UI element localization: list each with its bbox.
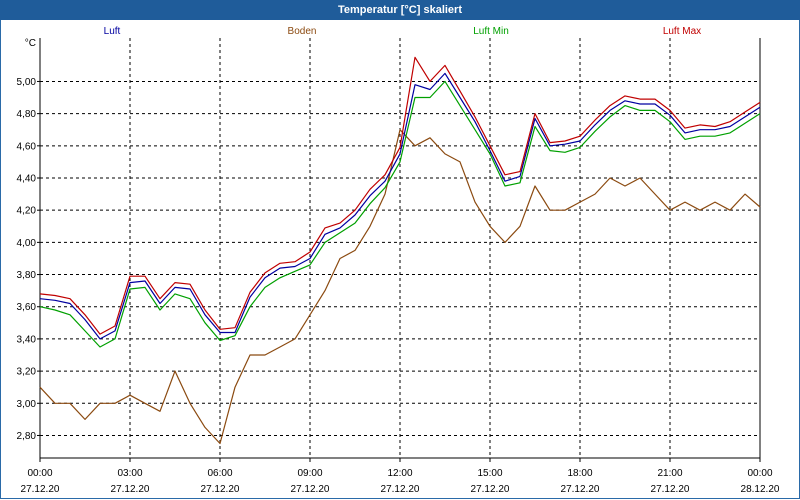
x-tick-date: 27.12.20: [291, 484, 330, 495]
legend-item-luft-max: Luft Max: [663, 26, 701, 37]
x-tick-time: 21:00: [657, 468, 682, 479]
y-tick-label: 4,80: [17, 109, 37, 120]
x-tick-date: 27.12.20: [651, 484, 690, 495]
y-tick-label: 5,00: [17, 77, 37, 88]
y-tick-label: 3,20: [17, 367, 37, 378]
y-tick-label: 4,00: [17, 238, 37, 249]
y-tick-label: 4,60: [17, 141, 37, 152]
y-tick-label: 4,40: [17, 174, 37, 185]
x-tick-time: 00:00: [27, 468, 52, 479]
x-tick-date: 27.12.20: [381, 484, 420, 495]
series-line-boden: [39, 129, 761, 445]
legend-item-luft: Luft: [104, 26, 121, 37]
x-tick-time: 18:00: [567, 468, 592, 479]
y-tick-label: 3,80: [17, 270, 37, 281]
y-tick-label: 3,60: [17, 302, 37, 313]
x-tick-date: 28.12.20: [741, 484, 780, 495]
x-tick-date: 27.12.20: [561, 484, 600, 495]
y-axis-label: °C: [25, 38, 36, 49]
legend-item-boden: Boden: [288, 26, 317, 37]
series-line-luft-min: [39, 80, 761, 348]
y-tick-label: 4,20: [17, 206, 37, 217]
grid-lines: [40, 38, 760, 458]
series-lines: [39, 56, 761, 445]
x-tick-date: 27.12.20: [111, 484, 150, 495]
axis-labels: 2,80 3,00 3,20 3,40 3,60 3,80 4,00 4,20 4,40 4,60…: [17, 38, 780, 495]
x-tick-time: 15:00: [477, 468, 502, 479]
legend: Luft Boden Luft Min Luft Max: [104, 26, 702, 37]
series-line-luft-max: [39, 56, 761, 335]
window-title: Temperatur [°C] skaliert: [0, 0, 800, 20]
y-tick-label: 3,40: [17, 334, 37, 345]
x-tick-time: 06:00: [207, 468, 232, 479]
x-tick-time: 00:00: [747, 468, 772, 479]
x-tick-time: 12:00: [387, 468, 412, 479]
x-tick-time: 03:00: [117, 468, 142, 479]
y-tick-label: 3,00: [17, 399, 37, 410]
x-tick-date: 27.12.20: [471, 484, 510, 495]
x-tick-date: 27.12.20: [21, 484, 60, 495]
y-tick-label: 2,80: [17, 431, 37, 442]
series-line-luft: [39, 72, 761, 340]
legend-item-luft-min: Luft Min: [473, 26, 509, 37]
x-tick-date: 27.12.20: [201, 484, 240, 495]
x-tick-time: 09:00: [297, 468, 322, 479]
axes: [37, 38, 761, 462]
